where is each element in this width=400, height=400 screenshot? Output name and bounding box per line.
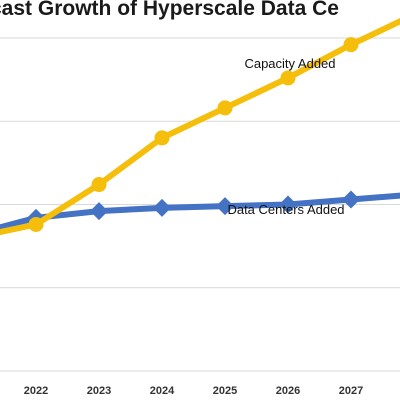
- series-1-point-2023: [90, 202, 108, 221]
- series-0-point-2022: [28, 216, 44, 232]
- chart-title-text: cast Growth of Hyperscale Data Ce: [0, 0, 339, 20]
- series-1-point-2026: [279, 195, 297, 214]
- series-0-point-2024: [154, 130, 170, 146]
- series-label-capacity-added: Capacity Added: [244, 56, 335, 71]
- x-tick-label-2027: 2027: [339, 385, 363, 397]
- x-tick-label-2025: 2025: [213, 385, 237, 397]
- series-label-data-centers-added: Data Centers Added: [227, 202, 344, 217]
- x-tick-label-2022: 2022: [24, 385, 48, 397]
- series-1-point-2024: [153, 198, 171, 217]
- x-tick-label-2024: 2024: [150, 385, 175, 397]
- series-1-point-2027: [342, 190, 360, 209]
- series-0-point-2025: [217, 100, 233, 116]
- series-1-point-2025: [216, 197, 234, 216]
- x-tick-label-2026: 2026: [276, 385, 300, 397]
- x-tick-label-2023: 2023: [87, 385, 111, 397]
- series-0-point-2026: [280, 70, 296, 86]
- series-line-0: [0, 18, 400, 236]
- series-0-point-2023: [91, 177, 107, 193]
- series-0-point-2027: [343, 37, 359, 53]
